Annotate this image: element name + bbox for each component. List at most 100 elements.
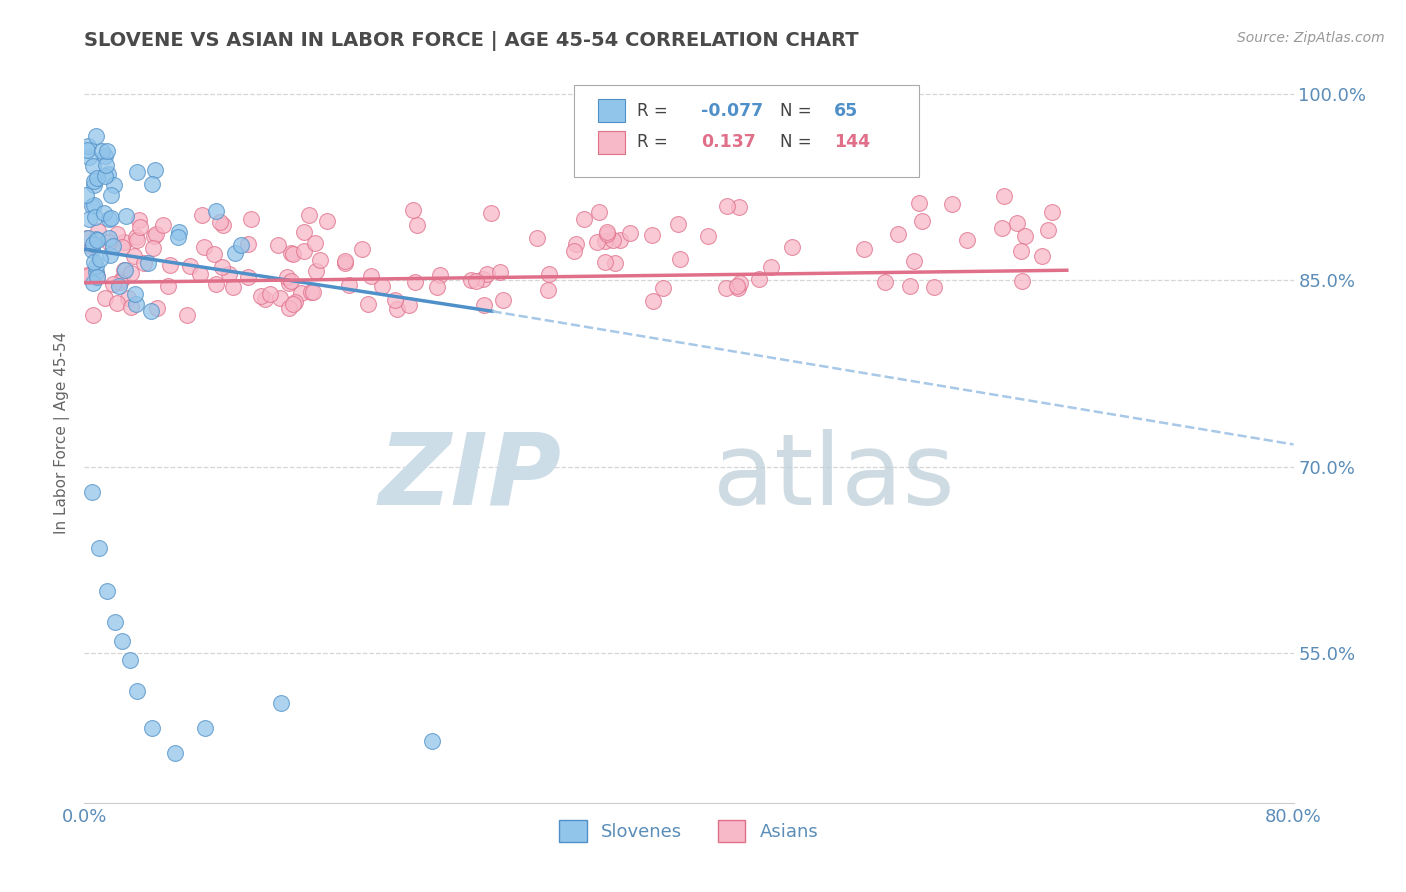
- Point: [406, 219, 429, 233]
- Point: [83, 198, 105, 212]
- Point: [725, 278, 748, 293]
- Point: [80, 484, 103, 499]
- Point: [97, 231, 120, 245]
- Point: [1010, 244, 1032, 258]
- Point: [240, 212, 263, 227]
- Point: [91, 145, 114, 159]
- Point: [852, 242, 875, 256]
- Point: [360, 268, 382, 283]
- Point: [115, 209, 138, 223]
- Point: [77, 268, 100, 283]
- Point: [127, 233, 149, 247]
- Point: [900, 278, 922, 293]
- FancyBboxPatch shape: [574, 85, 918, 178]
- Point: [100, 188, 122, 202]
- Point: [1014, 228, 1036, 243]
- Point: [93, 206, 115, 220]
- Point: [75, 187, 97, 202]
- Point: [479, 206, 502, 220]
- Point: [922, 280, 945, 294]
- Point: [990, 221, 1012, 235]
- Point: [292, 226, 315, 240]
- Point: [1031, 249, 1053, 263]
- Point: [211, 260, 233, 274]
- Point: [120, 300, 142, 314]
- Point: [696, 228, 718, 243]
- Point: [191, 208, 214, 222]
- Point: [1005, 216, 1028, 230]
- Point: [96, 584, 118, 599]
- Point: [537, 283, 560, 297]
- Point: [562, 244, 585, 258]
- Point: [104, 615, 127, 630]
- Point: [643, 293, 665, 308]
- Point: [100, 211, 122, 226]
- Point: [125, 229, 148, 244]
- Point: [83, 174, 105, 188]
- Point: [253, 293, 276, 307]
- Point: [146, 301, 169, 316]
- Point: [159, 258, 181, 272]
- Point: [77, 150, 100, 164]
- Point: [211, 219, 233, 233]
- Point: [651, 281, 673, 295]
- Point: [526, 231, 548, 245]
- Point: [350, 242, 373, 256]
- Point: [128, 213, 150, 227]
- Point: [728, 276, 751, 290]
- Point: [98, 248, 121, 262]
- Point: [489, 265, 512, 279]
- Point: [105, 227, 128, 242]
- Point: [596, 225, 619, 239]
- FancyBboxPatch shape: [599, 99, 624, 121]
- Point: [565, 237, 588, 252]
- Y-axis label: In Labor Force | Age 45-54: In Labor Force | Age 45-54: [55, 332, 70, 533]
- Point: [472, 272, 495, 286]
- Point: [77, 231, 100, 245]
- Point: [259, 287, 281, 301]
- Point: [270, 696, 292, 710]
- Point: [84, 232, 107, 246]
- Point: [292, 244, 315, 259]
- Point: [194, 721, 217, 735]
- Point: [315, 214, 337, 228]
- Point: [80, 243, 103, 257]
- Point: [96, 144, 118, 158]
- Point: [122, 249, 145, 263]
- Point: [141, 177, 163, 191]
- Point: [82, 199, 104, 213]
- Point: [87, 224, 110, 238]
- Point: [176, 308, 198, 322]
- Point: [609, 233, 631, 247]
- Point: [357, 297, 380, 311]
- Point: [276, 269, 298, 284]
- Point: [887, 227, 910, 241]
- Point: [728, 200, 751, 214]
- Point: [76, 268, 98, 282]
- Point: [641, 228, 664, 243]
- Point: [101, 239, 124, 253]
- Point: [156, 279, 179, 293]
- Point: [105, 296, 128, 310]
- Point: [572, 211, 595, 226]
- Point: [464, 274, 486, 288]
- Point: [112, 262, 135, 277]
- Point: [1036, 223, 1059, 237]
- Point: [426, 280, 449, 294]
- Text: 0.137: 0.137: [702, 134, 756, 152]
- Point: [86, 269, 108, 284]
- Point: [873, 275, 896, 289]
- Text: N =: N =: [780, 102, 811, 120]
- Point: [283, 247, 305, 261]
- Point: [76, 231, 98, 245]
- Point: [82, 308, 104, 322]
- Point: [179, 259, 201, 273]
- Point: [111, 634, 134, 648]
- Point: [602, 233, 624, 247]
- Point: [205, 203, 228, 218]
- Point: [117, 291, 139, 305]
- Point: [385, 302, 408, 317]
- Point: [278, 276, 301, 290]
- Point: [908, 196, 931, 211]
- Legend: Slovenes, Asians: Slovenes, Asians: [553, 813, 825, 849]
